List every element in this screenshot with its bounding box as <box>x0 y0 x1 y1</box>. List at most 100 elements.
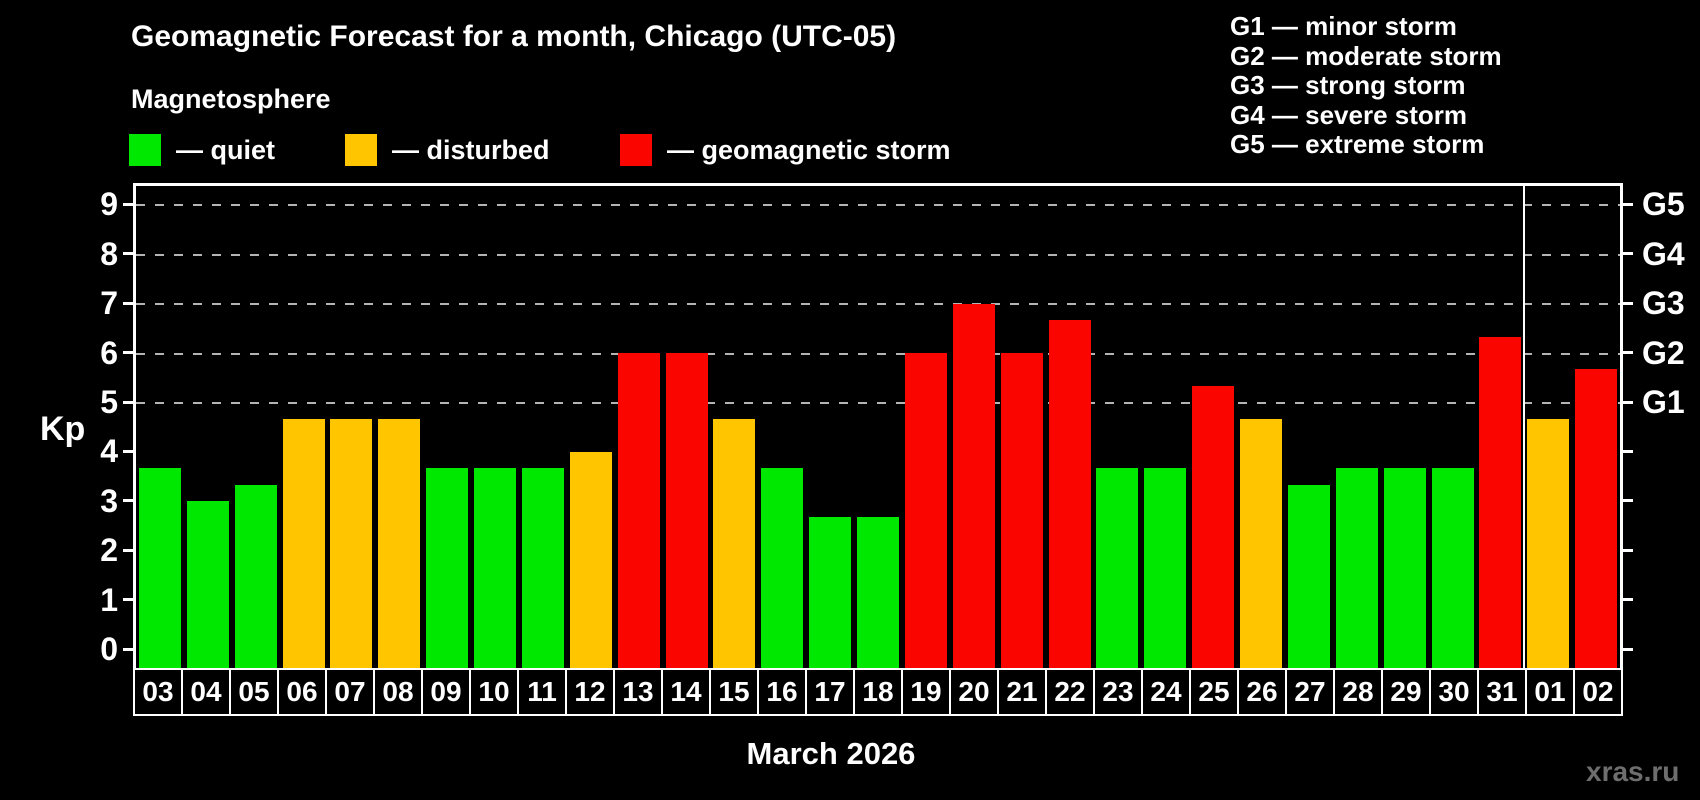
bar-day-05 <box>234 484 277 668</box>
y-axis-label-5: 5 <box>100 384 118 420</box>
day-label-30: 30 <box>1431 670 1479 714</box>
day-label-26: 26 <box>1239 670 1287 714</box>
day-label-14: 14 <box>663 670 711 714</box>
bar-day-29 <box>1383 468 1426 668</box>
disturbed-swatch-icon <box>345 134 377 166</box>
day-label-28: 28 <box>1335 670 1383 714</box>
magnetosphere-label: Magnetosphere <box>131 84 331 114</box>
y-axis-tick-right-1 <box>1623 598 1633 602</box>
y-axis-tick-right-0 <box>1623 647 1633 651</box>
gridline-kp8 <box>136 253 1620 256</box>
day-label-08: 08 <box>375 670 423 714</box>
y-axis-label-4: 4 <box>100 433 118 470</box>
right-axis-label-G5: G5 <box>1642 186 1685 223</box>
storm-scale-legend-line: G2 — moderate storm <box>1230 40 1502 71</box>
y-axis-label-0: 0 <box>100 631 118 667</box>
bar-day-01 <box>1527 418 1570 668</box>
day-label-17: 17 <box>807 670 855 714</box>
y-axis-tick-left-9 <box>123 202 133 206</box>
y-axis-tick-right-9 <box>1623 202 1633 206</box>
y-axis-tick-left-0 <box>123 647 133 651</box>
day-label-22: 22 <box>1047 670 1095 714</box>
bar-day-07 <box>330 418 373 668</box>
day-label-11: 11 <box>519 670 567 714</box>
bar-day-02 <box>1575 369 1618 668</box>
bar-day-15 <box>713 418 756 668</box>
bar-day-21 <box>1000 352 1043 668</box>
y-axis-label-8: 8 <box>100 235 118 272</box>
y-axis-tick-left-3 <box>123 499 133 503</box>
bar-day-13 <box>617 352 660 668</box>
gridline-kp5 <box>136 402 1620 404</box>
bar-day-06 <box>282 418 325 668</box>
storm-scale-legend: G1 — minor storm G2 — moderate storm G3 — … <box>1230 11 1502 160</box>
y-axis-tick-left-4 <box>123 449 133 453</box>
day-label-25: 25 <box>1191 670 1239 714</box>
bar-day-19 <box>904 352 947 668</box>
y-axis-tick-left-8 <box>123 252 133 256</box>
day-label-23: 23 <box>1095 670 1143 714</box>
day-label-12: 12 <box>567 670 615 714</box>
gridline-kp9 <box>136 204 1620 207</box>
bar-day-27 <box>1287 484 1330 668</box>
day-label-31: 31 <box>1479 670 1527 714</box>
y-axis-label-1: 1 <box>100 581 118 618</box>
day-label-15: 15 <box>711 670 759 714</box>
bar-day-18 <box>857 517 900 668</box>
y-axis-tick-left-6 <box>123 351 133 355</box>
legend-item-disturbed: — disturbed <box>345 133 550 167</box>
y-axis-tick-right-2 <box>1623 548 1633 552</box>
day-label-29: 29 <box>1383 670 1431 714</box>
y-axis-label-2: 2 <box>100 532 118 569</box>
storm-scale-legend-line: G5 — extreme storm <box>1230 129 1485 159</box>
day-label-10: 10 <box>471 670 519 714</box>
bar-day-16 <box>761 468 804 668</box>
bar-day-10 <box>474 468 517 668</box>
y-axis-tick-right-5 <box>1623 400 1633 404</box>
y-axis-tick-right-6 <box>1623 351 1633 355</box>
day-label-02: 02 <box>1582 676 1614 707</box>
y-axis-tick-right-4 <box>1623 449 1633 453</box>
gridline-kp6 <box>136 352 1620 355</box>
y-axis-tick-right-7 <box>1623 301 1633 305</box>
right-axis-label-G3: G3 <box>1642 285 1685 322</box>
bar-day-23 <box>1096 468 1139 668</box>
legend-label-storm: — geomagnetic storm <box>667 134 951 165</box>
storm-swatch-icon <box>620 134 652 166</box>
legend-label-quiet: — quiet <box>176 134 275 165</box>
plot-area <box>133 183 1623 668</box>
bar-day-17 <box>809 517 852 668</box>
quiet-swatch-icon <box>129 134 161 166</box>
bar-day-22 <box>1048 319 1091 668</box>
bar-day-24 <box>1144 468 1187 668</box>
bar-day-08 <box>378 418 421 668</box>
bar-day-26 <box>1240 418 1283 668</box>
day-label-09: 09 <box>423 670 471 714</box>
legend-item-quiet: — quiet <box>129 133 275 167</box>
gridline-kp7 <box>136 303 1620 306</box>
y-axis-tick-left-5 <box>123 400 133 404</box>
bar-day-09 <box>426 468 469 668</box>
day-label-01: 01 <box>1527 670 1575 714</box>
y-axis-tick-left-2 <box>123 548 133 552</box>
storm-scale-legend-line: G1 — minor storm <box>1230 11 1457 41</box>
y-axis-tick-right-8 <box>1623 252 1633 256</box>
bar-day-25 <box>1192 386 1235 668</box>
bar-day-14 <box>665 352 708 668</box>
page-title: Geomagnetic Forecast for a month, Chicag… <box>131 20 897 53</box>
day-label-04: 04 <box>183 670 231 714</box>
day-label-24: 24 <box>1143 670 1191 714</box>
day-label-16: 16 <box>759 670 807 714</box>
y-axis-title: Kp <box>40 410 86 448</box>
watermark: xras.ru <box>1586 756 1680 787</box>
legend-label-disturbed: — disturbed <box>392 134 550 165</box>
y-axis-tick-left-1 <box>123 598 133 602</box>
bar-day-20 <box>952 303 995 668</box>
legend-item-storm: — geomagnetic storm <box>620 133 951 167</box>
y-axis-tick-right-3 <box>1623 499 1633 503</box>
day-label-18: 18 <box>855 670 903 714</box>
y-axis-label-9: 9 <box>100 186 118 223</box>
day-label-20: 20 <box>951 670 999 714</box>
bar-day-28 <box>1335 468 1378 668</box>
